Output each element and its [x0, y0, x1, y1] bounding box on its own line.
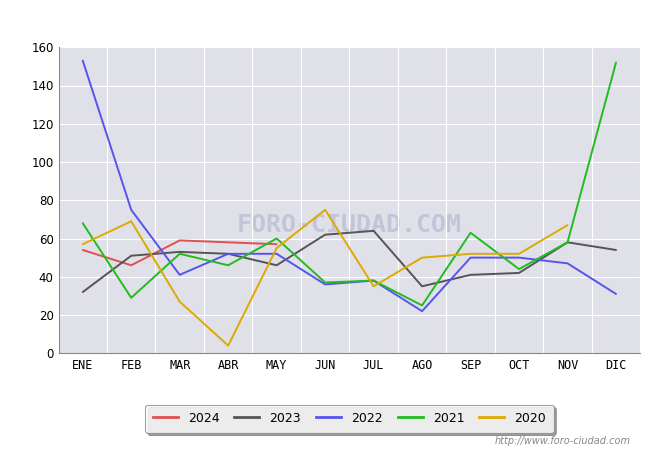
Text: http://www.foro-ciudad.com: http://www.foro-ciudad.com	[495, 436, 630, 446]
Text: FORO-CIUDAD.COM: FORO-CIUDAD.COM	[237, 213, 462, 237]
Legend: 2024, 2023, 2022, 2021, 2020: 2024, 2023, 2022, 2021, 2020	[145, 405, 554, 433]
Text: Matriculaciones de Vehiculos en Sant Quirze del Vallès: Matriculaciones de Vehiculos en Sant Qui…	[106, 15, 544, 30]
